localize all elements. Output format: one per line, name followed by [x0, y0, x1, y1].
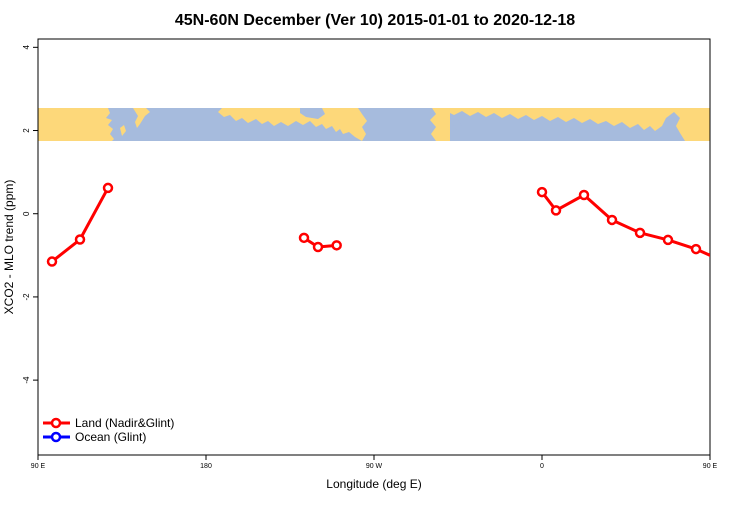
data-point	[634, 227, 646, 239]
y-tick-label: -4	[22, 376, 31, 384]
data-point	[606, 214, 618, 226]
x-axis: 90 E 180 90 W 0 90 E	[31, 455, 718, 470]
data-point	[298, 232, 310, 244]
legend-swatch-marker	[50, 417, 62, 429]
y-tick-label: 0	[22, 211, 31, 216]
data-point	[578, 189, 590, 201]
chart-title: 45N-60N December (Ver 10) 2015-01-01 to …	[175, 12, 575, 29]
y-tick-label: -2	[22, 293, 31, 301]
data-point	[331, 240, 342, 251]
x-axis-label: Longitude (deg E)	[326, 477, 421, 491]
data-point	[46, 256, 58, 267]
series-layer	[46, 182, 728, 267]
data-point	[74, 234, 86, 245]
x-tick-label: 90 E	[31, 463, 46, 470]
data-point	[536, 186, 548, 198]
y-axis: 4 2 0 -2 -4	[22, 45, 38, 384]
data-point	[690, 243, 702, 255]
data-point	[662, 234, 674, 246]
x-tick-label: 180	[200, 463, 212, 470]
world-map-strip	[38, 108, 710, 141]
y-axis-label: XCO2 - MLO trend (ppm)	[2, 180, 16, 315]
data-point	[312, 241, 324, 253]
x-tick-label: 0	[540, 463, 544, 470]
legend-label-ocean: Ocean (Glint)	[75, 430, 146, 444]
map-water-features	[300, 108, 462, 141]
x-tick-label: 90 W	[366, 463, 383, 470]
plot-frame	[37, 38, 711, 456]
legend-item-land: Land (Nadir&Glint)	[43, 416, 174, 430]
x-tick-label: 90 E	[703, 463, 718, 470]
series-line	[51, 187, 110, 263]
legend-label-land: Land (Nadir&Glint)	[75, 416, 174, 430]
data-point	[550, 205, 562, 216]
y-tick-label: 2	[22, 128, 31, 133]
data-point	[720, 258, 728, 266]
legend-swatch-marker	[50, 431, 62, 443]
legend: Land (Nadir&Glint) Ocean (Glint)	[43, 416, 174, 444]
data-point	[102, 182, 114, 194]
series-line	[540, 191, 710, 257]
legend-item-ocean: Ocean (Glint)	[43, 430, 146, 444]
y-tick-label: 4	[22, 45, 31, 50]
